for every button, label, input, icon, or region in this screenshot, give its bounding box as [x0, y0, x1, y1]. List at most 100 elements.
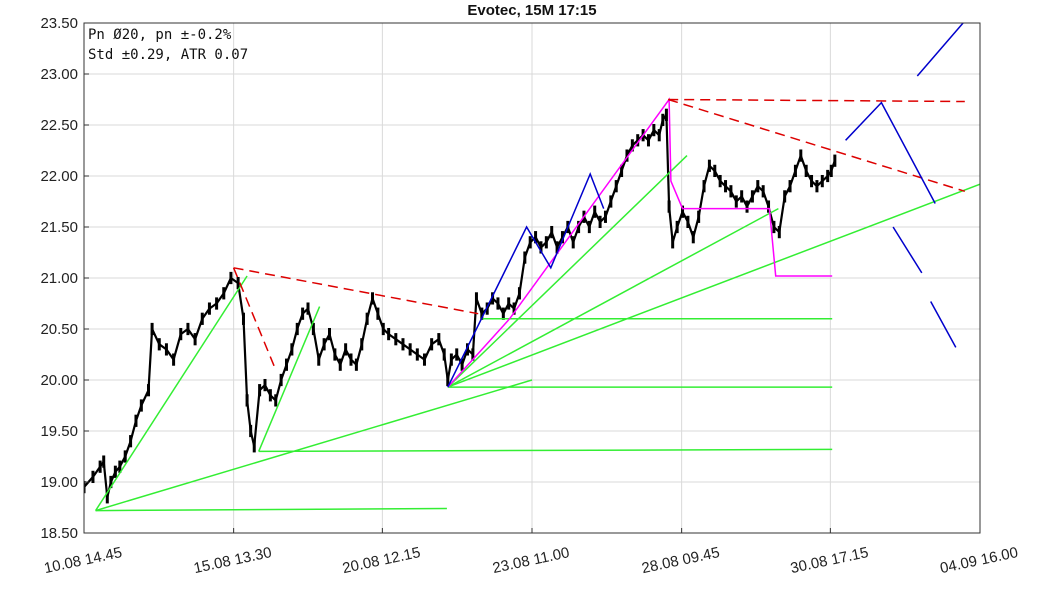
- resistance-line: [232, 267, 277, 371]
- x-tick-label: 10.08 14.45: [43, 544, 124, 577]
- price-candle: [756, 180, 760, 193]
- price-candle: [593, 205, 597, 218]
- price-candle: [681, 205, 685, 218]
- price-candle: [215, 297, 219, 310]
- price-candle: [311, 322, 315, 336]
- price-candle: [102, 455, 106, 468]
- price-candle: [686, 215, 690, 229]
- y-tick-label: 19.00: [40, 474, 78, 491]
- price-candle: [284, 358, 288, 371]
- trend-fan-line: [447, 183, 980, 388]
- price-candle: [430, 338, 434, 351]
- price-candle: [150, 322, 154, 336]
- price-candle: [788, 180, 792, 193]
- trend-fan-line: [95, 379, 533, 512]
- price-candle: [401, 338, 405, 351]
- price-candle: [718, 174, 722, 188]
- price-candle: [236, 276, 240, 290]
- price-candle: [290, 343, 294, 356]
- price-candle: [338, 358, 342, 371]
- price-candle: [322, 338, 326, 351]
- price-candle: [826, 169, 830, 183]
- trend-fan-line: [94, 275, 248, 512]
- price-candle: [691, 231, 695, 244]
- price-candle: [697, 210, 701, 223]
- price-candle: [539, 241, 543, 254]
- price-candle: [491, 292, 495, 305]
- x-tick-label: 04.09 16.00: [939, 544, 1020, 577]
- price-candle: [664, 108, 668, 121]
- trend-fan-line: [447, 155, 688, 388]
- y-tick-label: 23.00: [40, 66, 78, 83]
- price-candle: [750, 190, 754, 203]
- y-tick-label: 19.50: [40, 423, 78, 440]
- price-candle: [134, 414, 138, 427]
- price-candle: [793, 164, 797, 178]
- price-candle: [702, 180, 706, 193]
- price-candle: [249, 424, 253, 438]
- price-candle: [625, 149, 629, 162]
- projection-line: [845, 101, 936, 204]
- price-candle: [139, 399, 143, 412]
- price-candle: [274, 394, 278, 407]
- price-candle: [376, 307, 380, 320]
- price-candle: [381, 322, 385, 336]
- price-candle: [147, 384, 151, 397]
- info-line-1: Pn Ø20, pn ±-0.2%: [88, 27, 232, 43]
- price-candle: [587, 220, 591, 234]
- price-candle: [207, 302, 211, 315]
- price-candle: [657, 129, 661, 142]
- price-candle: [129, 435, 133, 448]
- price-candle: [630, 139, 634, 152]
- price-candle: [671, 236, 675, 249]
- annotation-layer: [94, 23, 980, 512]
- price-candle: [263, 378, 267, 392]
- price-candle: [555, 241, 559, 254]
- price-candle: [295, 322, 299, 336]
- price-candle: [661, 113, 665, 127]
- price-candle: [229, 271, 233, 285]
- price-candle: [620, 164, 624, 178]
- price-candle: [767, 200, 771, 213]
- price-candle: [193, 333, 197, 346]
- price-candle: [652, 123, 656, 137]
- price-candle: [91, 470, 95, 484]
- projection-line: [916, 23, 965, 77]
- price-candle: [501, 307, 505, 320]
- price-candle: [84, 480, 86, 494]
- price-candle: [471, 348, 475, 361]
- price-candle: [200, 312, 204, 325]
- price-candle: [179, 327, 183, 341]
- price-candle: [172, 353, 176, 366]
- horizontal-level-line: [95, 507, 447, 512]
- price-candle: [408, 343, 412, 356]
- price-candle: [394, 333, 398, 346]
- price-candle: [833, 154, 837, 167]
- price-candle: [550, 225, 554, 239]
- price-candle: [186, 322, 190, 336]
- y-tick-label: 22.00: [40, 168, 78, 185]
- price-candle: [157, 338, 161, 351]
- x-tick-label: 20.08 12.15: [341, 544, 422, 577]
- price-candle: [105, 491, 109, 504]
- price-candle: [422, 353, 426, 366]
- price-candle: [455, 348, 459, 361]
- price-candle: [301, 307, 305, 320]
- horizontal-level-line: [258, 448, 833, 453]
- trend-fan-line: [447, 207, 779, 388]
- price-candle: [252, 440, 256, 453]
- price-candle: [517, 287, 521, 300]
- price-candle: [268, 389, 272, 402]
- trend-fan-line: [258, 306, 321, 452]
- chart-title: Evotec, 15M 17:15: [467, 2, 596, 19]
- y-tick-label: 23.50: [40, 15, 78, 32]
- price-candle: [528, 236, 532, 249]
- price-candle: [164, 343, 168, 356]
- price-candle: [636, 134, 640, 147]
- y-axis: 18.50 19.00 19.50 20.00 20.50 21.00 21.50 22.00…: [40, 15, 89, 542]
- price-candle: [349, 353, 353, 366]
- price-candle: [646, 134, 650, 147]
- grid: [83, 22, 981, 534]
- price-candle: [799, 149, 803, 162]
